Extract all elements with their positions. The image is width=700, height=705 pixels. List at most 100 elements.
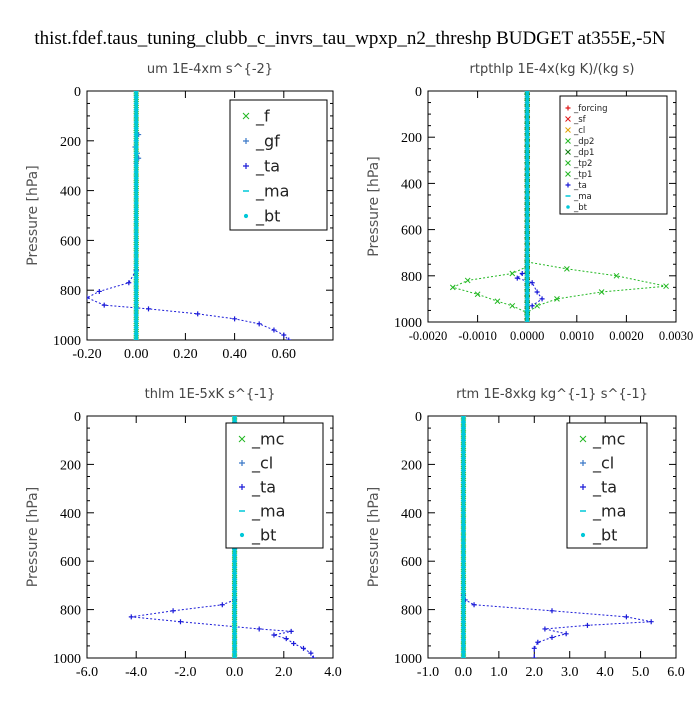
legend-label-ma: _ma: [573, 192, 592, 202]
series-marker-bt: [461, 547, 466, 551]
series-marker-bt: [461, 650, 466, 654]
legend-label-gf: _gf: [255, 132, 280, 152]
x-tick-label: 0.0010: [560, 329, 594, 343]
x-tick-label: 0.60: [272, 347, 297, 362]
series-marker-bt: [461, 474, 466, 479]
series-marker-ta: [519, 270, 525, 276]
y-tick-label: 0: [415, 85, 422, 100]
series-marker-bt: [134, 157, 138, 162]
series-marker-bt: [525, 279, 529, 284]
series-marker-bt: [134, 213, 138, 218]
series-marker-bt: [525, 118, 529, 122]
series-marker-bt: [461, 559, 466, 563]
series-marker-bt: [232, 632, 237, 636]
x-tick-label: -1.0: [417, 665, 439, 680]
y-tick-label: 1000: [53, 652, 81, 667]
series-marker-bt: [232, 656, 237, 658]
series-marker-bt: [525, 227, 529, 232]
series-marker-bt: [525, 245, 529, 249]
series-marker-bt: [525, 268, 529, 272]
series-marker-ta: [539, 296, 545, 302]
series-marker-ta: [256, 321, 262, 327]
series-marker-bt: [134, 282, 138, 286]
series-marker-bt: [461, 529, 466, 533]
y-axis-label: Pressure [hPa]: [25, 165, 41, 265]
series-marker-bt: [461, 462, 466, 467]
series-marker-bt: [134, 263, 138, 268]
series-marker-bt: [134, 219, 138, 224]
series-marker-bt: [461, 486, 466, 491]
series-marker-bt: [461, 511, 466, 515]
series-marker-bt: [461, 450, 466, 455]
series-marker-bt: [525, 141, 529, 145]
series-marker-bt: [232, 613, 237, 618]
series-marker-ta: [170, 608, 176, 614]
series-group: [460, 416, 654, 658]
series-marker-bt: [525, 198, 529, 203]
y-tick-label: 600: [60, 234, 81, 249]
series-marker-bt: [461, 565, 466, 569]
series-marker-ta: [286, 337, 292, 340]
series-marker-bt: [461, 498, 466, 503]
x-tick-label: -6.0: [76, 665, 98, 680]
y-tick-label: 600: [401, 555, 422, 570]
series-marker-ta: [549, 608, 555, 614]
legend-marker-cl: [239, 460, 245, 466]
series-line-ta: [87, 270, 290, 340]
series-marker-bt: [525, 187, 529, 191]
x-tick-label: 5.0: [632, 665, 650, 680]
series-marker-bt: [461, 619, 466, 624]
series-marker-bt: [134, 126, 138, 131]
series-group: [87, 91, 292, 340]
x-tick-label: 0.0030: [659, 329, 693, 343]
series-marker-bt: [232, 607, 237, 612]
series-marker-bt: [525, 239, 529, 243]
series-marker-bt: [461, 541, 466, 545]
series-marker-ta: [648, 619, 654, 625]
series-marker-bt: [134, 269, 138, 274]
series-marker-bt: [134, 207, 138, 212]
series-marker-bt: [232, 565, 237, 569]
series-marker-bt: [461, 577, 466, 582]
y-tick-label: 400: [60, 185, 81, 200]
series-marker-ta: [195, 311, 201, 317]
series-marker-tp1: [554, 296, 560, 302]
series-marker-bt: [461, 438, 466, 442]
series-marker-bt: [134, 145, 138, 149]
series-marker-bt: [461, 480, 466, 485]
series-marker-bt: [134, 338, 138, 340]
series-marker-bt: [232, 559, 237, 563]
series-marker-ta: [584, 622, 590, 628]
series-marker-bt: [461, 505, 466, 509]
series-marker-bt: [232, 589, 237, 594]
x-tick-label: 0.00: [124, 347, 149, 362]
series-marker-bt: [134, 288, 138, 292]
legend-label-bt: _bt: [592, 526, 617, 546]
series-marker-ta: [128, 614, 134, 620]
series-marker-tp1: [613, 272, 620, 279]
series-marker-bt: [525, 123, 529, 128]
legend-marker-bt: [580, 532, 586, 538]
series-marker-ta: [542, 626, 548, 632]
series-marker-ta: [256, 626, 262, 632]
series-marker-bt: [461, 456, 466, 461]
x-tick-label: 4.0: [596, 665, 614, 680]
legend-marker-ta: [243, 163, 249, 169]
series-marker-ta: [310, 655, 316, 658]
series-marker-bt: [525, 95, 529, 99]
panel-title: rtpthlp 1E-4x(kg K)/(kg s): [470, 62, 635, 77]
legend-marker-forcing: [565, 105, 571, 111]
series-marker-bt: [525, 297, 529, 301]
series-marker-ta: [529, 303, 535, 309]
series-marker-bt: [232, 595, 237, 600]
x-tick-label: -4.0: [125, 665, 147, 680]
series-marker-ta: [535, 639, 541, 645]
series-marker-bt: [134, 294, 138, 299]
series-marker-ta: [271, 327, 277, 333]
series-marker-bt: [134, 182, 138, 187]
series-marker-bt: [525, 314, 529, 318]
series-marker-bt: [461, 595, 466, 600]
y-tick-label: 600: [401, 224, 422, 239]
series-marker-bt: [525, 147, 529, 151]
series-marker-bt: [134, 170, 138, 174]
